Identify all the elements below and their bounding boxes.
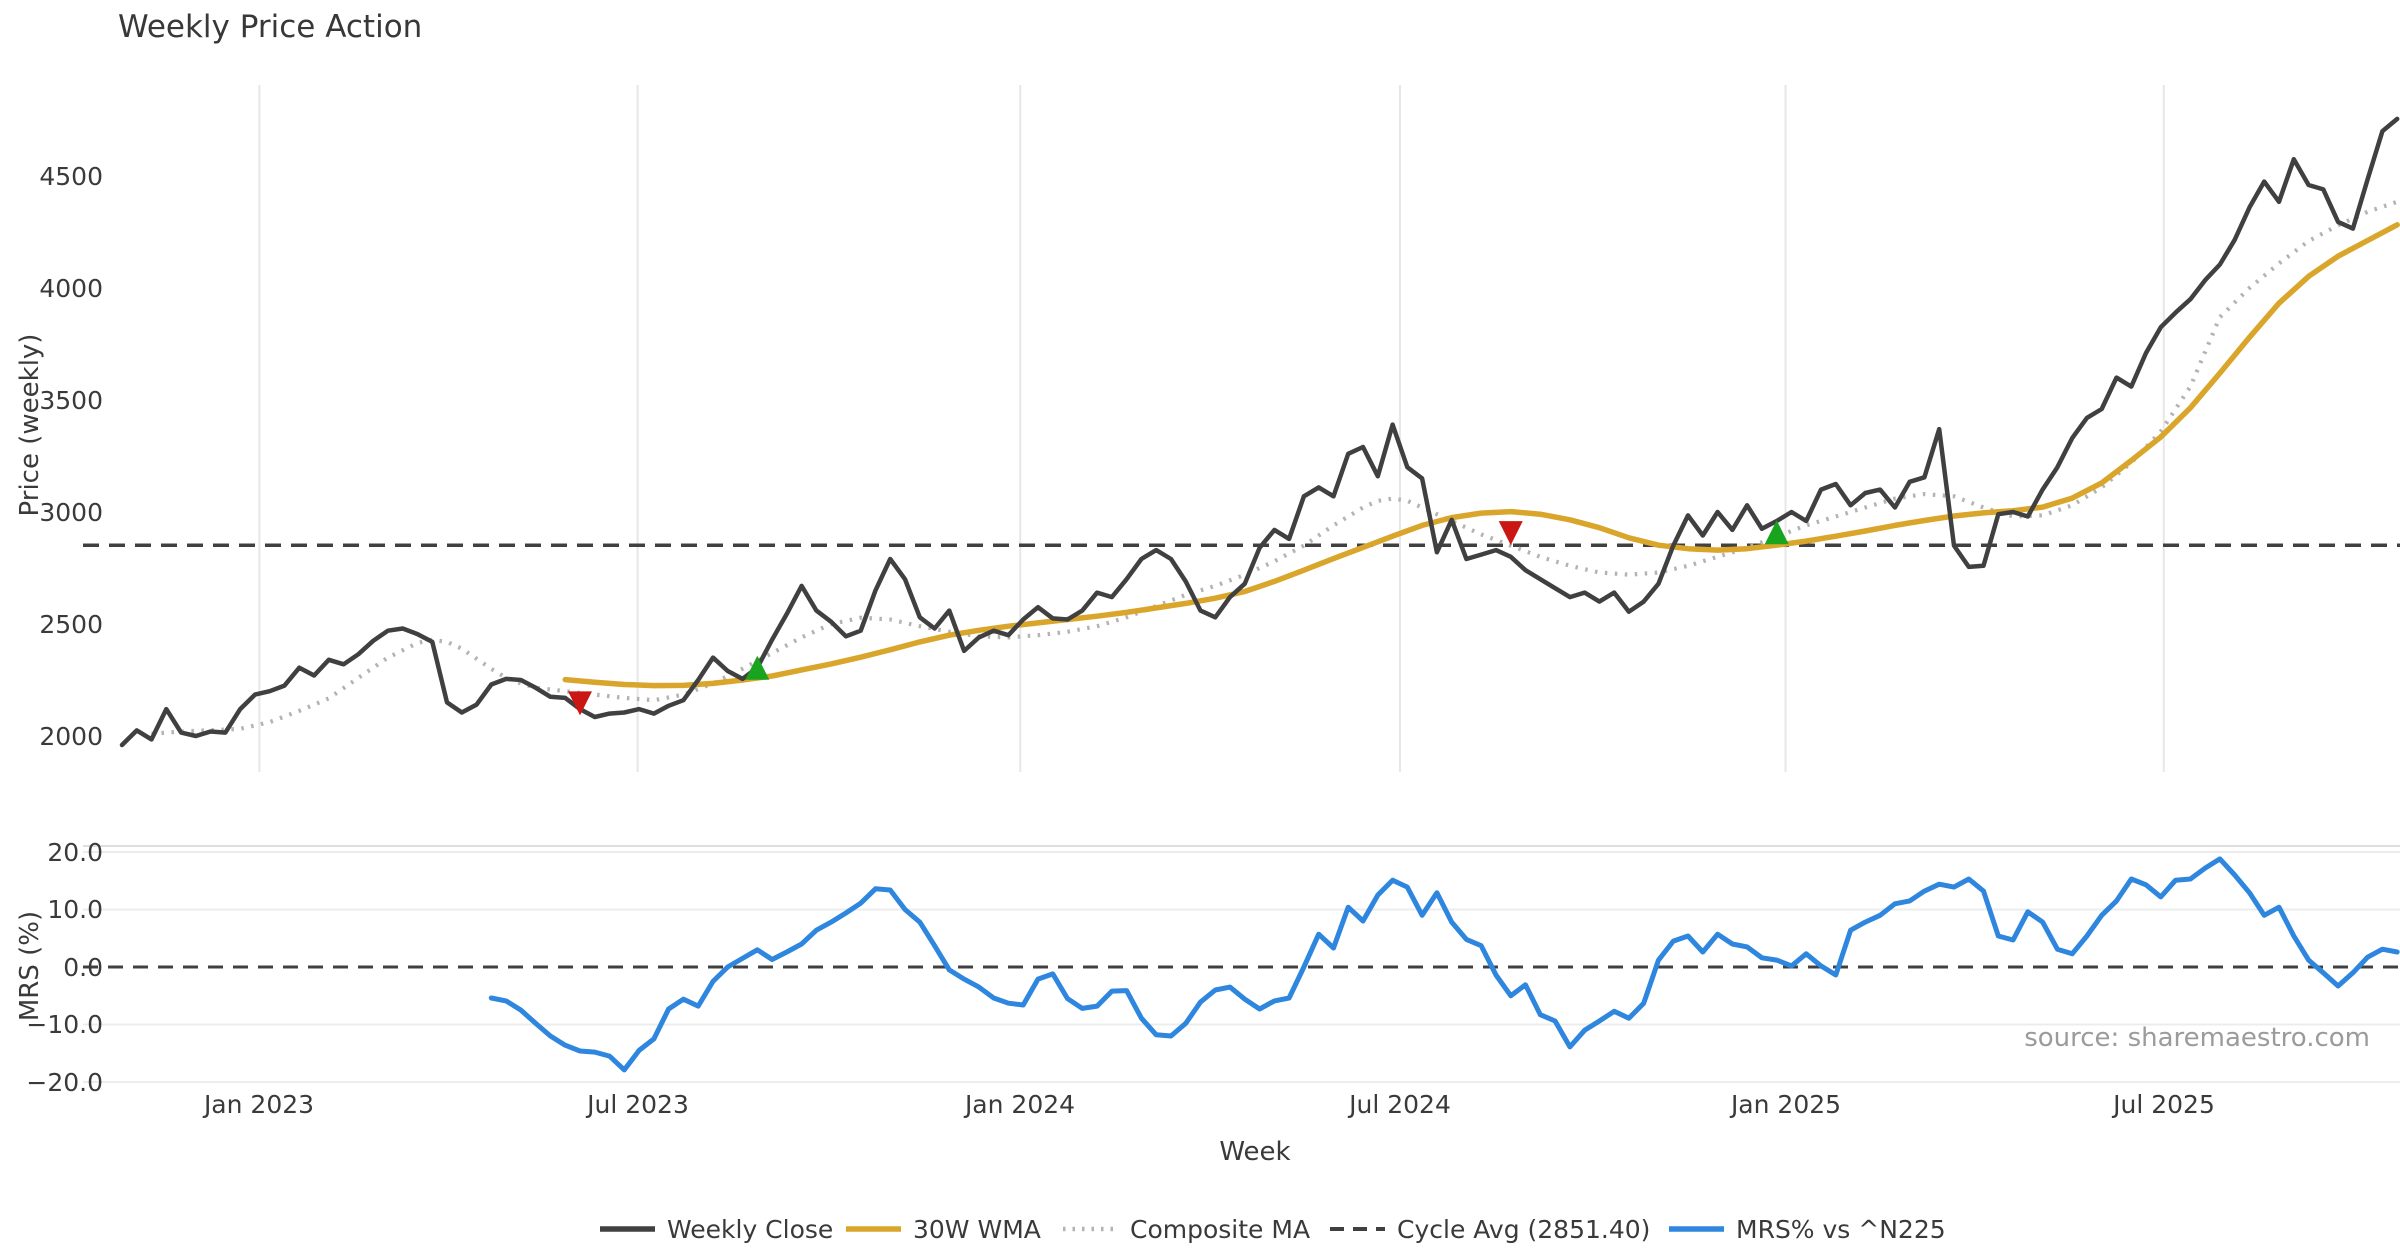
xtick-jul-2025: Jul 2025 [2111, 1090, 2215, 1119]
legend-label-cycle-avg: Cycle Avg (2851.40) [1397, 1215, 1650, 1244]
chart-title: Weekly Price Action [118, 9, 422, 45]
trade-signal-markers [567, 520, 1789, 716]
xtick-jan-2024: Jan 2024 [963, 1090, 1075, 1119]
mrs-y-axis-label: MRS (%) [15, 911, 45, 1021]
price-ytick-2000: 2000 [39, 722, 103, 751]
mrs-ytick-0: 0.0 [63, 953, 103, 982]
mrs-ytick-10: 10.0 [47, 895, 103, 924]
mrs-ytick-n20: −20.0 [26, 1068, 103, 1097]
buy-signal-marker [745, 655, 770, 680]
weekly-close-line [119, 116, 2400, 748]
sell-signal-marker [567, 691, 592, 716]
price-panel-series [83, 116, 2400, 748]
xtick-jan-2023: Jan 2023 [202, 1090, 314, 1119]
price-y-axis-label: Price (weekly) [15, 334, 45, 517]
legend-label-weekly-close: Weekly Close [667, 1215, 833, 1244]
wma-line [562, 222, 2400, 689]
price-panel-grid [258, 85, 2165, 772]
legend-label-composite-ma: Composite MA [1130, 1215, 1310, 1244]
mrs-ytick-20: 20.0 [47, 838, 103, 867]
mrs-line [488, 856, 2400, 1073]
price-ytick-2500: 2500 [39, 610, 103, 639]
x-axis-label: Week [1219, 1137, 1290, 1167]
price-ytick-3000: 3000 [39, 498, 103, 527]
legend-label-30w-wma: 30W WMA [913, 1215, 1041, 1244]
legend: Weekly Close 30W WMA Composite MA Cycle … [600, 1215, 1946, 1244]
xtick-jul-2023: Jul 2023 [585, 1090, 689, 1119]
composite-ma-line [151, 199, 2398, 736]
xtick-jul-2024: Jul 2024 [1347, 1090, 1451, 1119]
legend-label-mrs: MRS% vs ^N225 [1736, 1215, 1946, 1244]
mrs-panel-series [83, 856, 2400, 1073]
xtick-jan-2025: Jan 2025 [1729, 1090, 1841, 1119]
sell-signal-marker [1498, 521, 1523, 546]
price-ytick-3500: 3500 [39, 386, 103, 415]
buy-signal-marker [1764, 520, 1789, 545]
source-note: source: sharemaestro.com [2024, 1023, 2370, 1053]
price-ytick-4000: 4000 [39, 274, 103, 303]
price-ytick-4500: 4500 [39, 162, 103, 191]
mrs-panel-grid [83, 845, 2400, 1083]
mrs-ytick-n10: −10.0 [26, 1010, 103, 1039]
